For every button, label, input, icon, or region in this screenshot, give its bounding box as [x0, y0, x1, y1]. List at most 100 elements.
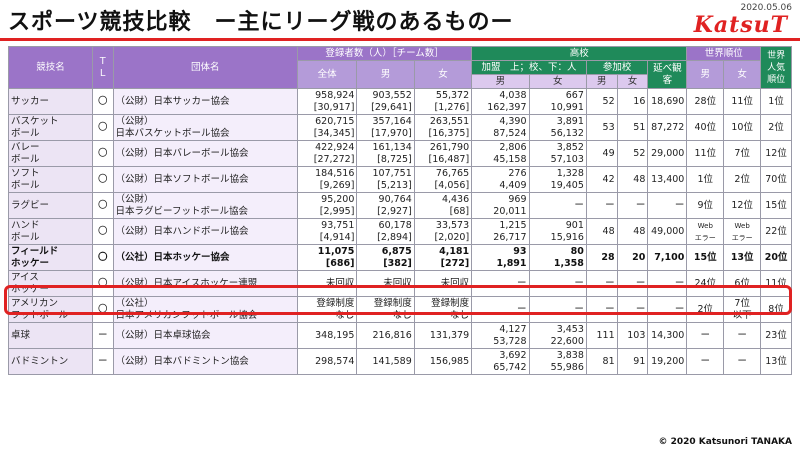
hs-viewers-cell: 19,200	[647, 348, 688, 375]
table-row: バレー ボール〇（公財）日本バレーボール協会 422,924 [27,272] 16…	[7, 140, 792, 167]
reg-male-cell: 90,764 [2,927]	[356, 192, 415, 219]
tl-cell: 〇	[92, 140, 114, 167]
reg-all-cell: 958,924 [30,917]	[296, 88, 358, 115]
org-cell: （公財）日本バレーボール協会	[112, 140, 298, 167]
tl-cell: 〇	[92, 166, 114, 193]
table-row: サッカー〇（公財）日本サッカー協会 958,924 [30,917] 903,552…	[7, 88, 792, 115]
sport-cell: バドミントン	[7, 348, 94, 375]
hs-viewers-cell: 49,000	[647, 218, 688, 245]
hs-female-cell: 667 10,991	[528, 88, 587, 115]
sport-cell: サッカー	[7, 88, 94, 115]
hs-viewers-cell: ー	[647, 192, 688, 219]
header-hs-female: 女	[528, 74, 587, 89]
header-highschool: 高校	[471, 46, 688, 61]
title-rule	[0, 38, 800, 41]
hs-part-male-cell: 28	[585, 244, 618, 271]
header-tl: ＴＬ	[92, 46, 114, 89]
table-row: ハンド ボール〇（公財）日本ハンドボール協会 93,751 [4,914] 60,1…	[7, 218, 792, 245]
hs-viewers-cell: 14,300	[647, 322, 688, 349]
table-row: バドミントンー（公財）日本バドミントン協会 298,574 141,589 156,9…	[7, 348, 792, 375]
sport-cell: フィールド ホッケー	[7, 244, 94, 271]
hs-female-cell: ー	[528, 192, 587, 219]
org-cell: （公社） 日本アメリカンフットボール協会	[112, 296, 298, 323]
hs-female-cell: 3,453 22,600	[528, 322, 587, 349]
reg-female-cell: 4,436 [68]	[413, 192, 473, 219]
world-pop-cell: 20位	[760, 244, 792, 271]
hs-viewers-cell: 29,000	[647, 140, 688, 167]
hs-part-male-cell: 81	[585, 348, 618, 375]
header-hs-members: 加盟 上；校、下：人	[471, 60, 587, 75]
org-cell: （公財）日本ハンドボール協会	[112, 218, 298, 245]
hs-part-female-cell: 52	[616, 140, 649, 167]
sport-cell: ソフト ボール	[7, 166, 94, 193]
hs-female-cell: 3,838 55,986	[528, 348, 587, 375]
reg-male-cell: 357,164 [17,970]	[356, 114, 415, 141]
reg-all-cell: 422,924 [27,272]	[296, 140, 358, 167]
hs-part-male-cell: 48	[585, 218, 618, 245]
sport-cell: アイス ホッケー	[7, 270, 94, 297]
hs-viewers-cell: 18,690	[647, 88, 688, 115]
hs-male-cell: 969 20,011	[471, 192, 530, 219]
org-cell: （公財）日本アイスホッケー連盟	[112, 270, 298, 297]
world-pop-cell: 12位	[760, 140, 792, 167]
hs-female-cell: 901 15,916	[528, 218, 587, 245]
header-hs-participants: 参加校	[585, 60, 649, 75]
hs-viewers-cell: ー	[647, 296, 688, 323]
tl-cell: ー	[92, 322, 114, 349]
hs-part-female-cell: 48	[616, 218, 649, 245]
reg-male-cell: 141,589	[356, 348, 415, 375]
hs-male-cell: 4,390 87,524	[471, 114, 530, 141]
org-cell: （公財）日本卓球協会	[112, 322, 298, 349]
header-all: 全体	[296, 60, 358, 89]
header-org: 団体名	[112, 46, 298, 89]
hs-part-female-cell: 51	[616, 114, 649, 141]
header-world-rank: 世界順位	[686, 46, 762, 61]
world-female-cell: ー	[723, 348, 762, 375]
tl-cell: 〇	[92, 218, 114, 245]
reg-male-cell: 登録制度 なし	[356, 296, 415, 323]
world-pop-cell: 13位	[760, 348, 792, 375]
hs-part-female-cell: 91	[616, 348, 649, 375]
world-female-cell: Web エラー	[723, 218, 762, 245]
sport-cell: ラグビー	[7, 192, 94, 219]
reg-all-cell: 93,751 [4,914]	[296, 218, 358, 245]
table-row: ラグビー〇（公財） 日本ラグビーフットボール協会 95,200 [2,995] 90…	[7, 192, 792, 219]
org-cell: （公財） 日本バスケットボール協会	[112, 114, 298, 141]
hs-part-male-cell: 53	[585, 114, 618, 141]
table-row: ソフト ボール〇（公財）日本ソフトボール協会 184,516 [9,269] 107…	[7, 166, 792, 193]
header-hs-viewers: 延べ観客	[647, 60, 688, 89]
hs-male-cell: ー	[471, 270, 530, 297]
sport-cell: バスケット ボール	[7, 114, 94, 141]
comparison-table: 競技名 ＴＬ 団体名 登録者数（人）［チーム数］ 高校 世界順位 世界人気順位 …	[7, 46, 792, 375]
org-cell: （公財）日本バドミントン協会	[112, 348, 298, 375]
katsut-logo: KatsuT	[693, 12, 788, 38]
world-female-cell: 2位	[723, 166, 762, 193]
hs-part-male-cell: ー	[585, 192, 618, 219]
header-hs-part-male: 男	[585, 74, 618, 89]
tl-cell: 〇	[92, 114, 114, 141]
hs-female-cell: 80 1,358	[528, 244, 587, 271]
reg-all-cell: 184,516 [9,269]	[296, 166, 358, 193]
reg-all-cell: 登録制度 なし	[296, 296, 358, 323]
hs-female-cell: 1,328 19,405	[528, 166, 587, 193]
hs-female-cell: 3,891 56,132	[528, 114, 587, 141]
hs-male-cell: 93 1,891	[471, 244, 530, 271]
hs-part-female-cell: 16	[616, 88, 649, 115]
world-male-cell: 1位	[686, 166, 725, 193]
hs-viewers-cell: 7,100	[647, 244, 688, 271]
world-male-cell: 9位	[686, 192, 725, 219]
hs-male-cell: ー	[471, 296, 530, 323]
world-male-cell: ー	[686, 322, 725, 349]
world-pop-cell: 2位	[760, 114, 792, 141]
header-female: 女	[413, 60, 473, 89]
tl-cell: ー	[92, 348, 114, 375]
hs-part-male-cell: 111	[585, 322, 618, 349]
highlight-frame	[4, 285, 792, 315]
reg-female-cell: 4,181 [272]	[413, 244, 473, 271]
hs-male-cell: 3,692 65,742	[471, 348, 530, 375]
sport-cell: バレー ボール	[7, 140, 94, 167]
hs-female-cell: ー	[528, 296, 587, 323]
world-female-cell: 7位	[723, 140, 762, 167]
sport-cell: ハンド ボール	[7, 218, 94, 245]
header-male: 男	[356, 60, 415, 89]
